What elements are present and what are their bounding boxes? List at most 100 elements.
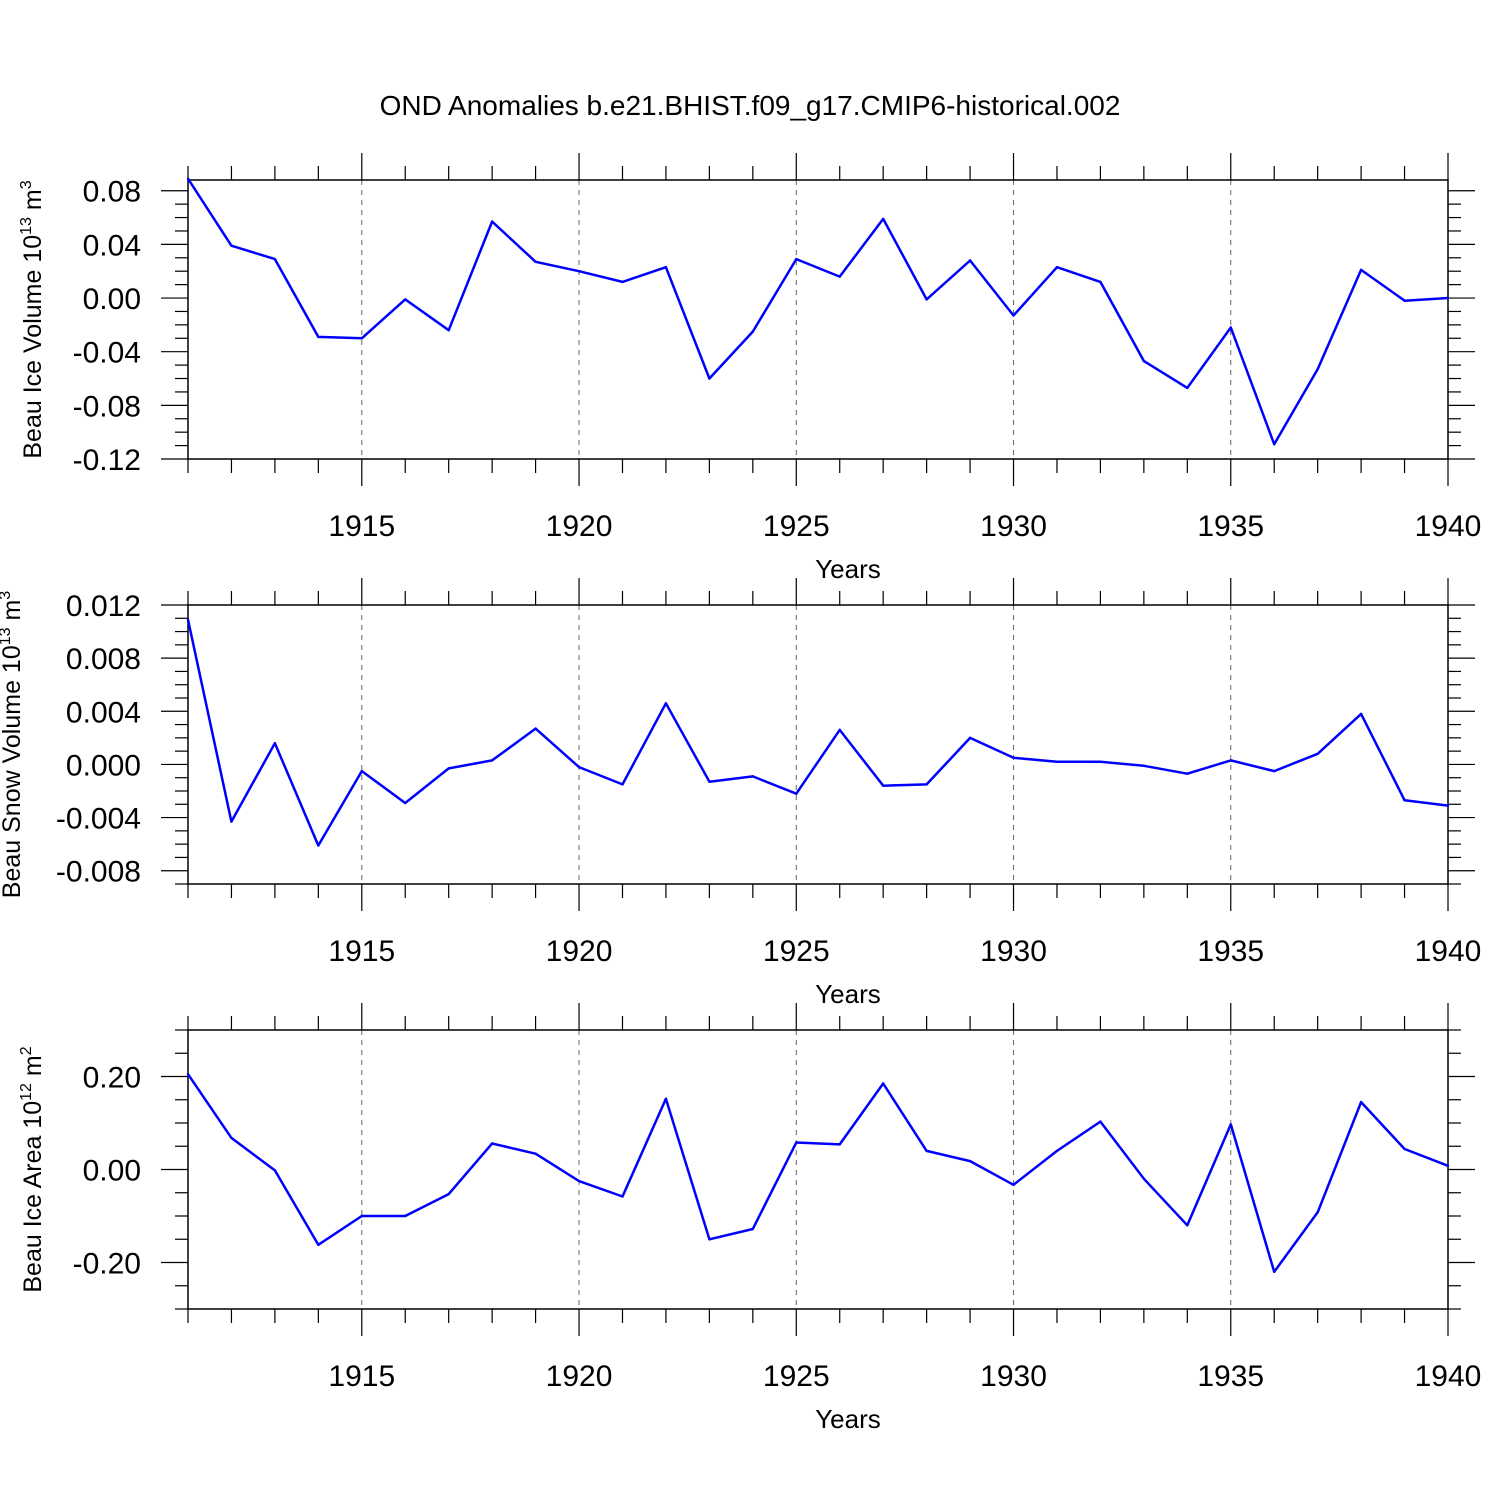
x-tick-label: 1935 [1197, 935, 1264, 968]
x-tick-label: 1920 [546, 1360, 613, 1393]
data-point [490, 1142, 494, 1145]
x-tick-label: 1925 [763, 1360, 830, 1393]
data-point [1186, 1224, 1189, 1227]
data-point [534, 727, 537, 730]
data-point [1099, 1120, 1102, 1123]
data-point [621, 280, 624, 284]
data-point [317, 335, 320, 339]
data-point [1316, 752, 1319, 755]
data-point [490, 220, 494, 223]
y-tick-label: -0.04 [73, 337, 141, 370]
data-point [1142, 359, 1146, 363]
y-tick-label: -0.12 [73, 444, 141, 477]
data-point [1229, 326, 1232, 329]
data-point [881, 217, 885, 221]
x-tick-label: 1930 [980, 935, 1047, 968]
data-point [1316, 1211, 1319, 1214]
y-axis-label: Beau Snow Volume 1013 m3 [0, 591, 26, 899]
data-point [447, 767, 450, 770]
y-tick-label: 0.012 [66, 590, 141, 623]
x-tick-label: 1925 [763, 510, 830, 543]
data-point [404, 1214, 407, 1218]
data-point [925, 1149, 928, 1153]
data-point [1142, 764, 1146, 767]
data-point [751, 330, 755, 333]
data-point [1012, 756, 1015, 759]
data-point [273, 1169, 277, 1172]
data-point [577, 765, 581, 769]
series-line-snow-volume [186, 619, 1449, 847]
data-point [1099, 760, 1102, 763]
data-point [317, 1243, 320, 1247]
y-tick-label: 0.20 [83, 1062, 141, 1095]
data-point [838, 1143, 841, 1146]
data-point [490, 759, 494, 762]
data-point [968, 259, 972, 262]
x-axis-label: Years [815, 979, 881, 1009]
y-tick-label: -0.008 [56, 856, 141, 889]
data-point [925, 783, 928, 786]
x-tick-label: 1935 [1197, 1360, 1264, 1393]
data-point [751, 1227, 755, 1231]
data-point [534, 1152, 537, 1155]
y-tick-label: -0.20 [73, 1248, 141, 1281]
chart-panels: -0.12 -0.08 -0.04 0.00 0.04 0.08 1915 1920 1925 1… [0, 153, 1481, 1434]
data-point [1099, 280, 1102, 284]
x-axis-label: Years [815, 554, 881, 584]
x-tick-label: 1930 [980, 1360, 1047, 1393]
data-point [1403, 1147, 1406, 1151]
x-tick-label: 1940 [1415, 1360, 1482, 1393]
data-point [447, 1192, 450, 1196]
data-point [577, 1179, 581, 1183]
plot-frame [187, 1029, 1449, 1310]
data-point [186, 618, 190, 621]
data-point [751, 775, 755, 778]
x-tick-label: 1920 [546, 935, 613, 968]
x-tick-label: 1915 [328, 510, 395, 543]
data-point [1359, 268, 1363, 272]
data-point [1446, 296, 1450, 300]
data-point [360, 1214, 363, 1218]
series-line-ice-area [186, 1073, 1449, 1274]
data-point [1012, 1183, 1015, 1187]
data-point [795, 257, 798, 261]
data-point [1403, 799, 1406, 802]
data-point [1055, 760, 1059, 763]
data-point [534, 260, 537, 264]
data-point [1403, 299, 1406, 302]
plot-frame [187, 604, 1449, 885]
data-point [1273, 1270, 1276, 1274]
panel-ice-volume: -0.12 -0.08 -0.04 0.00 0.04 0.08 1915 1920 1925 1… [18, 153, 1481, 584]
data-point [1359, 712, 1363, 716]
data-point [621, 783, 624, 786]
data-point [230, 244, 233, 247]
data-point [447, 329, 450, 332]
data-point [360, 769, 363, 773]
data-point [838, 275, 841, 278]
y-tick-label: 0.00 [83, 283, 141, 316]
y-tick-label: 0.004 [66, 696, 141, 729]
data-point [968, 736, 972, 740]
data-point [664, 265, 668, 269]
data-point [186, 1072, 190, 1076]
data-point [708, 1238, 711, 1241]
panel-ice-area: -0.20 0.00 0.20 1915 1920 1925 1930 1935 1940 Yea… [18, 1003, 1481, 1434]
series-line-ice-volume [186, 178, 1449, 446]
data-point [1229, 759, 1232, 762]
data-point [1055, 265, 1059, 269]
data-point [1316, 367, 1319, 371]
x-tick-label: 1915 [328, 935, 395, 968]
data-point [230, 820, 233, 823]
data-point [404, 801, 407, 805]
plot-frame [187, 179, 1449, 460]
x-tick-label: 1940 [1415, 510, 1482, 543]
y-tick-label: 0.08 [83, 176, 141, 209]
data-point [881, 1082, 885, 1085]
data-point [838, 728, 841, 732]
data-point [1273, 443, 1276, 446]
data-point [795, 1141, 798, 1144]
y-tick-label: -0.004 [56, 803, 141, 836]
data-point [577, 270, 581, 273]
